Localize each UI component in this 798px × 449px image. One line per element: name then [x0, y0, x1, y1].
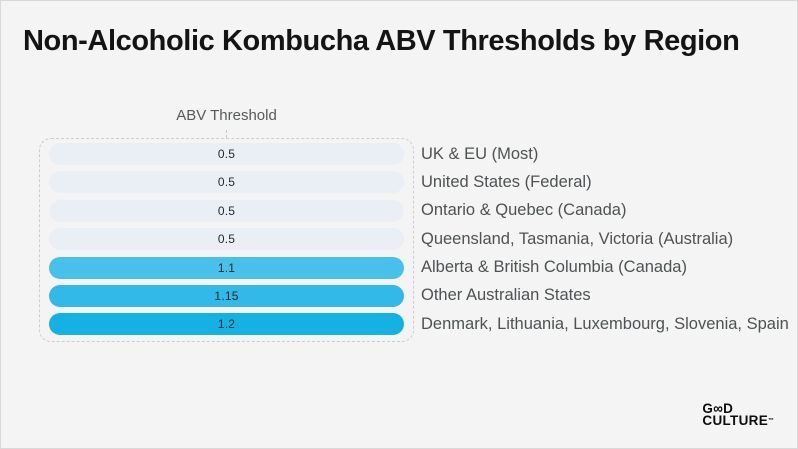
- region-label: UK & EU (Most): [421, 144, 539, 163]
- column-header-abv-threshold: ABV Threshold: [176, 107, 277, 124]
- chart-row: 0.5 Ontario & Quebec (Canada): [49, 199, 789, 222]
- chart-row: 0.5 Queensland, Tasmania, Victoria (Aust…: [49, 228, 789, 251]
- abv-bar: 1.2: [49, 313, 404, 336]
- bar-value-label: 1.2: [217, 317, 236, 332]
- region-label: Queensland, Tasmania, Victoria (Australi…: [421, 229, 734, 248]
- page-title: Non-Alcoholic Kombucha ABV Thresholds by…: [23, 25, 740, 57]
- bar-value-label: 1.1: [217, 260, 236, 275]
- region-label: United States (Federal): [421, 172, 592, 191]
- chart-row: 1.15 Other Australian States: [49, 284, 789, 307]
- abv-bar: 0.5: [49, 228, 404, 251]
- abv-bar: 0.5: [49, 199, 404, 222]
- logo-line-2: CULTURE™: [702, 413, 774, 428]
- region-label: Alberta & British Columbia (Canada): [421, 258, 687, 277]
- chart-row: 0.5 United States (Federal): [49, 171, 789, 194]
- region-label: Ontario & Quebec (Canada): [421, 201, 627, 220]
- bar-value-label: 1.15: [214, 288, 239, 303]
- abv-bar: 0.5: [49, 143, 404, 165]
- bars-outline-box: [39, 138, 414, 342]
- bar-rows: 0.5 UK & EU (Most) 0.5 United States (Fe…: [49, 143, 789, 336]
- header-connector-tick: [226, 130, 227, 138]
- bar-value-label: 0.5: [217, 175, 236, 190]
- trademark-mark: ™: [768, 418, 774, 424]
- good-culture-logo: G∞D CULTURE™: [702, 399, 774, 428]
- chart-row: 0.5 UK & EU (Most): [49, 143, 789, 165]
- abv-bar: 1.15: [49, 284, 404, 307]
- region-label: Other Australian States: [421, 286, 591, 305]
- chart-row: 1.1 Alberta & British Columbia (Canada): [49, 256, 789, 279]
- infinity-glyph: ∞: [713, 399, 724, 418]
- region-label: Denmark, Lithuania, Luxembourg, Slovenia…: [421, 314, 789, 333]
- abv-bar: 0.5: [49, 171, 404, 194]
- abv-bar: 1.1: [49, 256, 404, 279]
- logo-line-1: G∞D: [702, 399, 734, 418]
- bar-value-label: 0.5: [217, 147, 236, 161]
- chart-row: 1.2 Denmark, Lithuania, Luxembourg, Slov…: [49, 313, 789, 336]
- bar-value-label: 0.5: [217, 232, 236, 247]
- bar-value-label: 0.5: [217, 203, 236, 218]
